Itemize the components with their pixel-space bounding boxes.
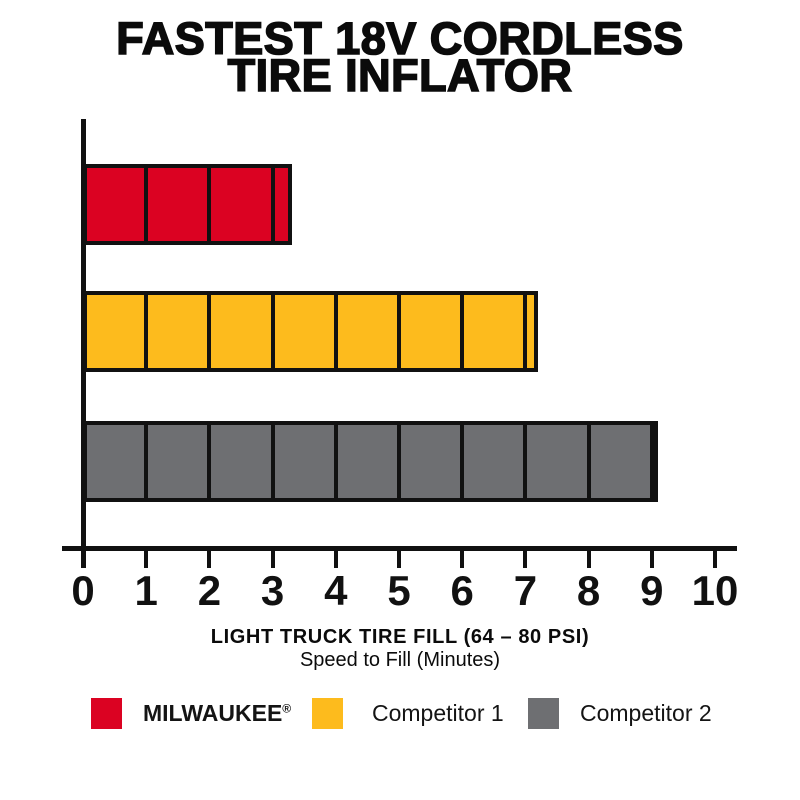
bar-segment-divider (397, 425, 401, 498)
x-tick-2 (207, 551, 212, 568)
bar-segment-divider (333, 295, 338, 368)
bar-segment-divider (270, 425, 275, 498)
x-tick-0 (81, 551, 85, 568)
bar-segment-divider (397, 295, 401, 368)
chart-title-line2: TIRE INFLATOR (227, 50, 573, 101)
x-tick-6 (460, 551, 465, 568)
legend-label-milwaukee: MILWAUKEE® (143, 700, 292, 726)
x-axis-subtitle: Speed to Fill (Minutes) (299, 649, 501, 671)
x-tick-label-10: 10 (691, 567, 739, 614)
bar-segment-divider (333, 425, 338, 498)
legend-color-swatch-milwaukee (91, 698, 122, 729)
x-tick-label-5: 5 (387, 567, 411, 614)
x-axis-title: LIGHT TRUCK TIRE FILL (64 – 80 PSI) (210, 626, 590, 648)
bar-segment-divider (586, 425, 591, 498)
bar-segment-divider (207, 295, 212, 368)
bar-segment-divider (144, 425, 149, 498)
chart-title-line1: FASTEST 18V CORDLESS (115, 13, 684, 64)
x-tick-label-9: 9 (640, 567, 664, 614)
x-tick-label-0: 0 (71, 567, 95, 614)
bar-segment-divider (144, 168, 149, 241)
legend-color-swatch-competitor-1 (312, 698, 343, 729)
bar-milwaukee (83, 164, 292, 245)
bar-segment-divider (460, 425, 465, 498)
legend-color-swatch-competitor-2 (528, 698, 559, 729)
x-tick-8 (586, 551, 591, 568)
x-tick-7 (523, 551, 528, 568)
bar-segment-divider (523, 425, 528, 498)
x-tick-1 (144, 551, 149, 568)
x-tick-label-7: 7 (513, 567, 538, 614)
bar-segment-divider (207, 168, 212, 241)
bar-segment-divider (144, 295, 149, 368)
x-tick-3 (270, 551, 275, 568)
bar-competitor-1 (83, 291, 539, 372)
registered-trademark-symbol: ® (282, 701, 292, 716)
x-tick-label-4: 4 (324, 567, 348, 614)
bar-segment-divider (270, 168, 275, 241)
chart-title: FASTEST 18V CORDLESS TIRE INFLATOR (0, 13, 800, 101)
bar-segment-divider (649, 425, 654, 498)
x-tick-label-6: 6 (450, 567, 474, 614)
x-tick-4 (333, 551, 338, 568)
x-tick-9 (649, 551, 654, 568)
bar-competitor-2 (83, 421, 659, 502)
x-tick-10 (713, 551, 717, 568)
x-tick-5 (397, 551, 401, 568)
bar-segment-divider (207, 425, 212, 498)
legend-label-competitor-2: Competitor 2 (580, 700, 712, 726)
bar-segment-divider (270, 295, 275, 368)
x-tick-label-2: 2 (197, 567, 222, 614)
x-tick-label-3: 3 (260, 567, 285, 614)
bar-segment-divider (523, 295, 528, 368)
x-tick-label-1: 1 (134, 567, 158, 614)
bar-segment-divider (460, 295, 465, 368)
x-axis-line (62, 546, 737, 551)
x-tick-label-8: 8 (576, 567, 601, 614)
legend-label-competitor-1: Competitor 1 (372, 700, 504, 726)
